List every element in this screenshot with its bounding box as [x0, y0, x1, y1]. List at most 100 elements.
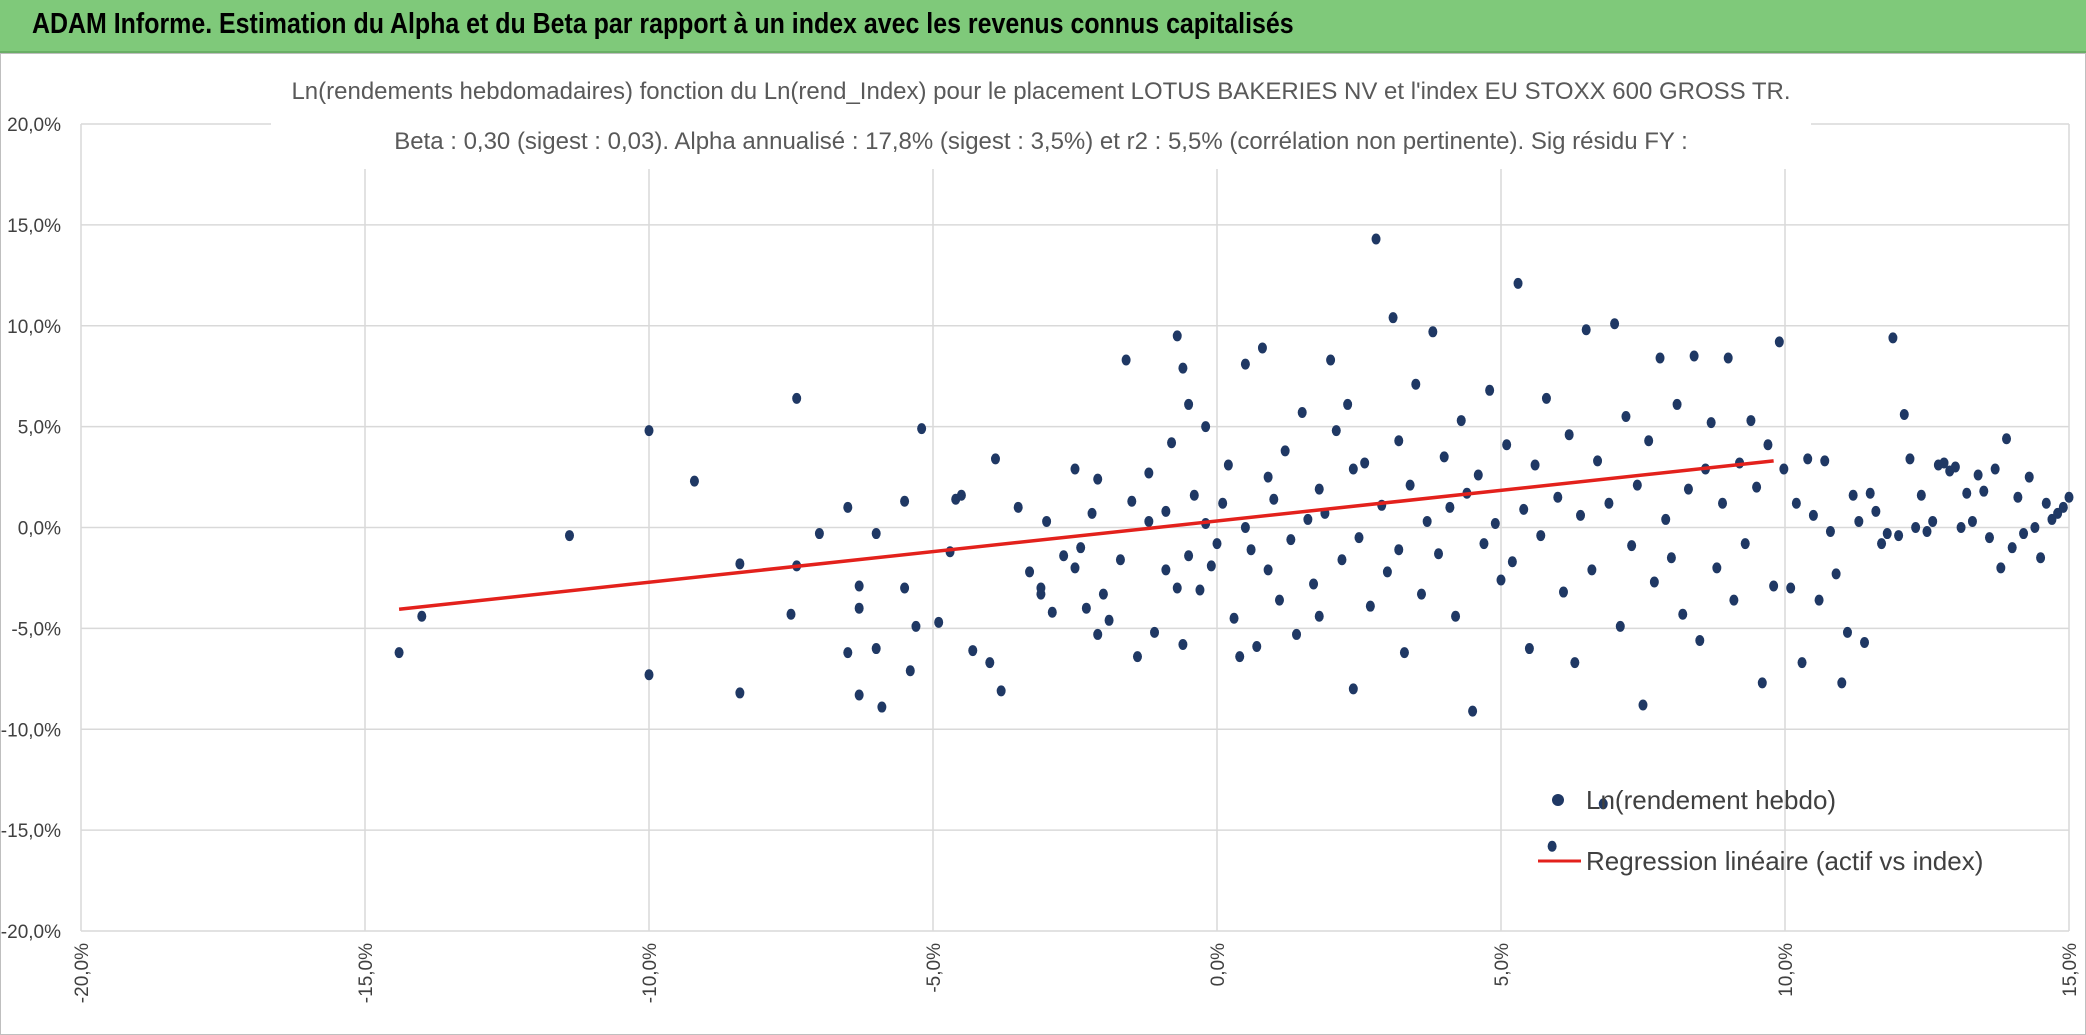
data-point	[1825, 526, 1835, 538]
data-point	[1309, 578, 1319, 590]
data-point	[1331, 425, 1341, 437]
data-point	[1996, 562, 2006, 574]
x-tick-label: -15,0%	[356, 943, 377, 1003]
data-point	[1059, 550, 1069, 562]
data-point	[689, 475, 699, 487]
data-point	[1842, 626, 1852, 638]
data-point	[1252, 641, 1262, 653]
data-point	[1263, 564, 1273, 576]
data-point	[1229, 612, 1239, 624]
data-point	[1695, 634, 1705, 646]
data-point	[1916, 489, 1926, 501]
data-point	[1718, 497, 1728, 509]
y-tick-label: -10,0%	[1, 720, 61, 741]
data-point	[956, 489, 966, 501]
data-point	[1779, 463, 1789, 475]
data-point	[1831, 568, 1841, 580]
data-point	[1877, 538, 1887, 550]
data-point	[1689, 350, 1699, 362]
data-point	[1791, 497, 1801, 509]
data-point	[1184, 398, 1194, 410]
data-point	[1581, 324, 1591, 336]
data-point	[1774, 336, 1784, 348]
data-point	[1382, 566, 1392, 578]
regression-line	[398, 459, 1774, 611]
data-point	[1479, 538, 1489, 550]
data-point	[1473, 469, 1483, 481]
regression-line-path	[398, 459, 1774, 611]
data-point	[1666, 552, 1676, 564]
data-point	[1274, 594, 1284, 606]
data-point	[1337, 554, 1347, 566]
data-point	[1644, 435, 1654, 447]
data-point	[1672, 398, 1682, 410]
data-point	[1615, 620, 1625, 632]
title-background	[271, 69, 1811, 169]
data-point	[1161, 564, 1171, 576]
data-point	[1882, 528, 1892, 540]
legend: Ln(rendement hebdo) Regression linéaire …	[1538, 785, 1983, 876]
data-point	[1485, 384, 1495, 396]
data-point	[1524, 643, 1534, 655]
data-point	[1223, 459, 1233, 471]
data-point	[2036, 552, 2046, 564]
data-point	[1769, 580, 1779, 592]
data-point	[1468, 705, 1478, 717]
data-point	[1167, 437, 1177, 449]
data-point	[1240, 358, 1250, 370]
data-point	[1354, 532, 1364, 544]
data-point	[1888, 332, 1898, 344]
y-tick-label: -5,0%	[11, 619, 61, 640]
data-point	[1257, 342, 1267, 354]
data-point	[1808, 509, 1818, 521]
data-point	[1967, 515, 1977, 527]
legend-label-scatter: Ln(rendement hebdo)	[1586, 785, 1836, 815]
data-point	[1865, 487, 1875, 499]
data-point	[1303, 513, 1313, 525]
data-point	[1610, 318, 1620, 330]
legend-label-line: Regression linéaire (actif vs index)	[1586, 846, 1983, 876]
y-tick-label: 20,0%	[7, 115, 61, 136]
data-point	[1894, 530, 1904, 542]
data-point	[1428, 326, 1438, 338]
data-point	[2007, 542, 2017, 554]
data-point	[1070, 463, 1080, 475]
data-point	[1093, 473, 1103, 485]
data-point	[1899, 409, 1909, 421]
data-point	[1172, 582, 1182, 594]
data-point	[877, 701, 887, 713]
data-point	[1047, 606, 1057, 618]
data-point	[1314, 610, 1324, 622]
data-point	[996, 685, 1006, 697]
data-point	[1570, 657, 1580, 669]
data-point	[1558, 586, 1568, 598]
chart-area: 20,0% 15,0% 10,0% 5,0% 0,0% -5,0% -10,0% -15,0%…	[0, 53, 2086, 1035]
data-point	[644, 425, 654, 437]
data-point	[905, 665, 915, 677]
data-point	[1195, 584, 1205, 596]
data-point	[1911, 522, 1921, 533]
data-point	[1348, 463, 1358, 475]
data-point	[871, 528, 881, 540]
data-point	[1655, 352, 1665, 364]
data-point	[1076, 542, 1086, 554]
data-point	[1394, 544, 1404, 556]
data-point	[1723, 352, 1733, 364]
data-point	[1541, 392, 1551, 404]
data-point	[1371, 233, 1381, 245]
scatter-points	[394, 233, 2074, 852]
x-tick-label: -5,0%	[924, 943, 945, 993]
data-point	[1814, 594, 1824, 606]
data-point	[1598, 798, 1608, 810]
data-point	[1519, 503, 1529, 515]
data-point	[985, 657, 995, 669]
data-point	[1439, 451, 1449, 463]
data-point	[1184, 550, 1194, 562]
data-point	[2030, 522, 2040, 533]
data-point	[1496, 574, 1506, 586]
data-point	[843, 501, 853, 513]
data-point	[792, 392, 802, 404]
data-point	[1235, 651, 1245, 663]
data-point	[1144, 467, 1154, 479]
data-point	[900, 582, 910, 594]
